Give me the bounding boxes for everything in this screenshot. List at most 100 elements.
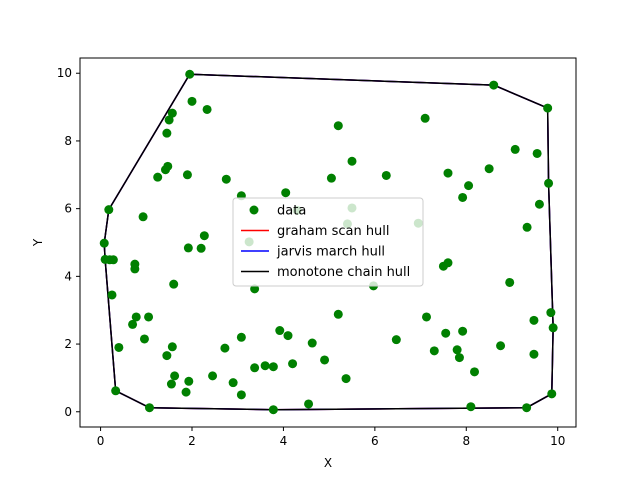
legend-label: data	[277, 204, 306, 219]
data-point	[529, 315, 539, 325]
x-tick-label: 4	[280, 434, 288, 448]
data-point	[429, 346, 439, 356]
data-point	[470, 367, 480, 377]
data-point	[250, 284, 260, 294]
data-point	[160, 165, 170, 175]
data-point	[104, 205, 114, 215]
data-point	[199, 231, 209, 241]
data-point	[128, 319, 138, 329]
data-point	[202, 104, 212, 114]
data-point	[546, 308, 556, 318]
data-point	[452, 345, 462, 355]
data-point	[443, 258, 453, 268]
data-point	[422, 312, 432, 322]
data-point	[391, 335, 401, 345]
data-point	[458, 326, 468, 336]
data-point	[454, 353, 464, 363]
legend-marker-data	[249, 205, 259, 215]
data-point	[268, 405, 278, 415]
data-point	[529, 349, 539, 359]
plot-frame	[79, 57, 577, 428]
x-tick-label: 10	[550, 434, 565, 448]
data-point	[458, 192, 468, 202]
x-tick-label: 0	[97, 434, 105, 448]
data-point	[111, 386, 121, 396]
data-point	[153, 172, 163, 182]
data-point	[236, 390, 246, 400]
data-point	[283, 331, 293, 341]
data-point	[187, 96, 197, 106]
y-tick-label: 2	[64, 337, 72, 351]
data-point	[275, 326, 285, 336]
y-tick-label: 0	[64, 405, 72, 419]
data-point	[320, 355, 330, 365]
data-point	[164, 115, 174, 125]
data-point	[534, 199, 544, 209]
data-point	[162, 351, 172, 361]
legend: data graham scan hull jarvis march hull mon…	[232, 197, 424, 287]
data-point	[268, 362, 278, 372]
y-tick-label: 8	[64, 134, 72, 148]
data-point	[441, 328, 451, 338]
y-tick-label: 10	[57, 66, 72, 80]
legend-box	[232, 197, 424, 287]
data-point	[543, 103, 553, 113]
data-point	[221, 174, 231, 184]
data-point	[333, 121, 343, 131]
data-point	[144, 403, 154, 413]
data-point	[167, 108, 177, 118]
hull-lines-layer	[103, 73, 554, 411]
data-point	[484, 164, 494, 174]
data-point	[166, 379, 176, 389]
data-point	[510, 144, 520, 154]
data-point	[307, 338, 317, 348]
x-tick-label: 8	[462, 434, 470, 448]
y-tick-label: 4	[64, 269, 72, 283]
data-point	[184, 376, 194, 386]
data-point	[108, 255, 118, 265]
data-point	[250, 363, 260, 373]
data-point	[107, 290, 117, 300]
legend-label: jarvis march hull	[276, 245, 385, 260]
monotone-chain-hull-line	[103, 73, 554, 411]
x-tick-label: 6	[371, 434, 379, 448]
data-point	[185, 69, 195, 79]
data-point	[236, 332, 246, 342]
data-point	[183, 243, 193, 253]
x-axis-ticks: 0 2 4 6 8 10	[97, 427, 565, 448]
y-axis-ticks: 0 2 4 6 8 10	[57, 66, 80, 419]
data-point	[208, 371, 218, 381]
data-point	[522, 222, 532, 232]
data-point	[489, 80, 499, 90]
data-point	[466, 402, 476, 412]
data-point	[281, 188, 291, 198]
data-point	[170, 371, 180, 381]
data-point	[532, 148, 542, 158]
legend-label: monotone chain hull	[277, 265, 410, 280]
data-point	[333, 309, 343, 319]
data-point	[162, 128, 172, 138]
data-point	[114, 342, 124, 352]
data-point	[381, 170, 391, 180]
data-point	[169, 279, 179, 289]
data-point	[326, 173, 336, 183]
data-point	[196, 243, 206, 253]
data-point	[505, 277, 515, 287]
data-point	[228, 378, 238, 388]
y-tick-label: 6	[64, 202, 72, 216]
data-point	[464, 181, 474, 191]
data-point	[139, 334, 149, 344]
data-point	[130, 264, 140, 274]
data-point	[138, 212, 148, 222]
data-point	[443, 168, 453, 178]
data-point	[544, 178, 554, 188]
data-point	[548, 323, 558, 333]
data-point	[496, 341, 506, 351]
legend-label: graham scan hull	[277, 224, 390, 239]
data-point	[144, 312, 154, 322]
data-point	[220, 343, 230, 353]
data-point	[260, 361, 270, 371]
y-axis-label: Y	[31, 238, 45, 247]
